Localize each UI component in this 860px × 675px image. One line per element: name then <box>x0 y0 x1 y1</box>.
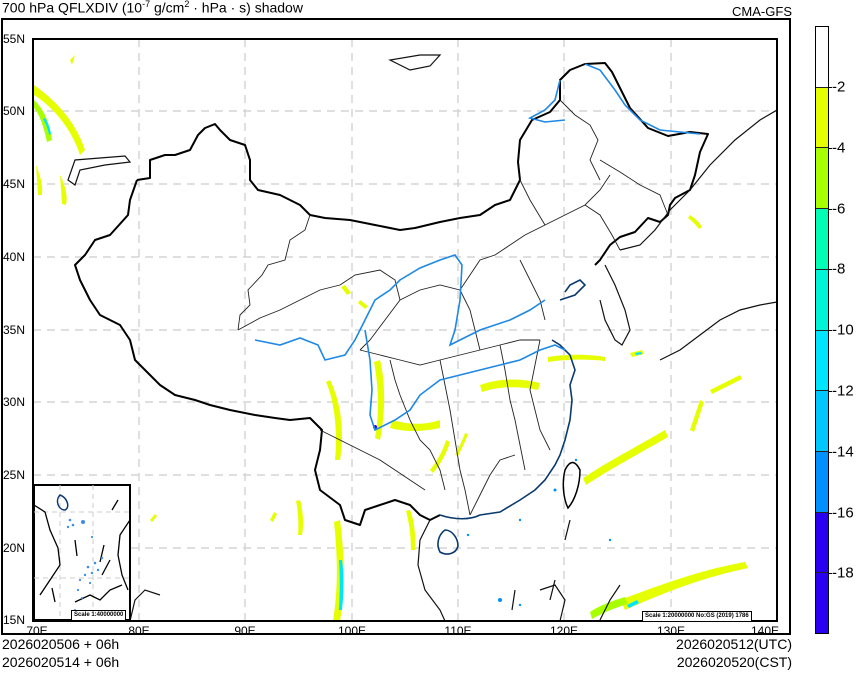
neighbor-coasts <box>67 54 777 621</box>
coastline <box>437 279 587 555</box>
shaded-field-strong <box>43 118 642 610</box>
lat-label: 45N <box>3 177 26 191</box>
colorbar-segment <box>816 148 828 210</box>
main-scale-label: Scale 1:20000000 No:GS (2019) 1786 <box>642 611 752 622</box>
shaded-field <box>34 55 748 621</box>
colorbar-tick <box>829 330 832 331</box>
colorbar-segment <box>816 269 828 331</box>
colorbar-segment <box>816 87 828 149</box>
lon-label: 110E <box>444 624 472 638</box>
colorbar-segment <box>816 451 828 513</box>
colorbar-segment <box>816 27 828 88</box>
lon-label: 120E <box>549 624 579 638</box>
inset-map <box>33 484 131 621</box>
model-name: CMA-GFS <box>732 4 792 19</box>
colorbar-tick <box>829 87 832 88</box>
chart-title: 700 hPa QFLXDIV (10-7 g/cm2 · hPa · s) s… <box>2 0 303 16</box>
lat-label: 30N <box>3 395 26 409</box>
lon-label: 140E <box>750 624 780 638</box>
colorbar <box>815 26 829 634</box>
lon-label: 100E <box>337 624 367 638</box>
lon-label: 130E <box>656 624 686 638</box>
colorbar-tick <box>829 452 832 453</box>
colorbar-segment <box>816 391 828 452</box>
title-text: 700 hPa QFLXDIV (10 <box>2 0 143 16</box>
colorbar-segment <box>816 573 828 634</box>
lon-label: 90E <box>234 624 256 638</box>
colorbar-tick <box>829 391 832 392</box>
graticule <box>33 39 777 621</box>
valid-offset-time: 2026020514 + 06h <box>2 654 120 670</box>
init-time: 2026020506 + 06h <box>2 636 120 652</box>
colorbar-label: -16 <box>832 504 854 522</box>
colorbar-segment <box>816 330 828 392</box>
colorbar-tick <box>829 269 832 270</box>
title-unit: g/cm <box>150 0 185 16</box>
colorbar-label: -2 <box>832 78 846 96</box>
lon-label: 70E <box>26 624 48 638</box>
lat-label: 35N <box>3 323 26 337</box>
colorbar-label: -4 <box>832 139 846 157</box>
colorbar-label: -8 <box>832 260 846 278</box>
lat-label: 25N <box>3 468 26 482</box>
title-suffix: · hPa · s) shadow <box>189 0 303 16</box>
province-borders <box>237 99 669 516</box>
colorbar-label: -14 <box>832 443 854 461</box>
title-unit-exponent: 2 <box>184 0 190 9</box>
outer-frame <box>1 18 791 635</box>
map-frame <box>32 38 778 622</box>
inset-scale-label: Scale 1:40000000 <box>71 610 127 621</box>
valid-cst-time: 2026020520(CST) <box>676 654 792 670</box>
lat-label: 40N <box>3 250 26 264</box>
colorbar-tick <box>829 513 832 514</box>
colorbar-tick <box>829 573 832 574</box>
colorbar-label: -6 <box>832 200 846 218</box>
valid-utc-time: 2026020512(UTC) <box>676 636 792 652</box>
lat-label: 15N <box>3 613 26 627</box>
lat-label: 55N <box>3 32 26 46</box>
lon-label: 80E <box>128 624 150 638</box>
colorbar-label: -18 <box>832 564 854 582</box>
colorbar-label: -10 <box>832 321 854 339</box>
colorbar-segment <box>816 512 828 574</box>
colorbar-segment <box>816 209 828 270</box>
lat-label: 20N <box>3 541 26 555</box>
rivers <box>254 63 701 432</box>
title-exponent: -7 <box>142 0 151 9</box>
colorbar-tick <box>829 209 832 210</box>
national-border <box>74 62 709 526</box>
colorbar-label: -12 <box>832 382 854 400</box>
lat-label: 50N <box>3 104 26 118</box>
colorbar-tick <box>829 148 832 149</box>
